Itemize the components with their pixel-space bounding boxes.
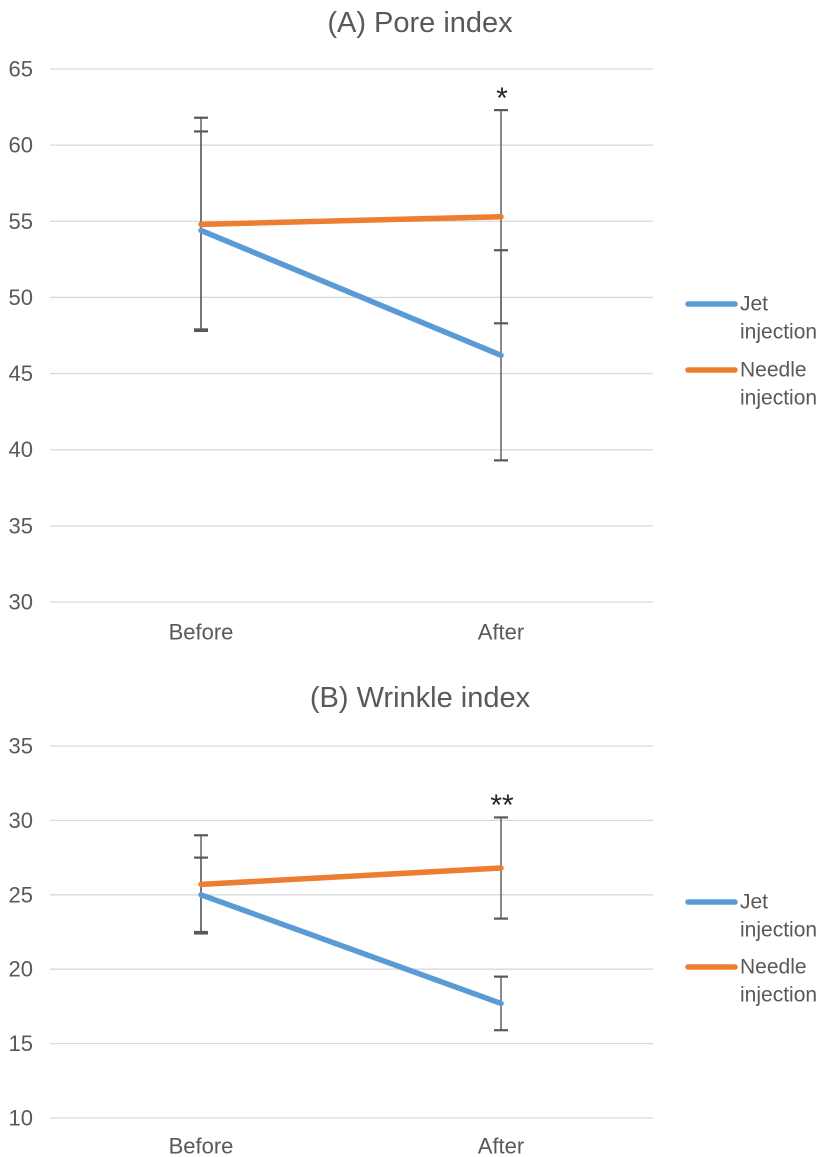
y-axis-tick-label: 30 xyxy=(9,590,33,615)
y-axis-tick-label: 35 xyxy=(9,513,33,538)
significance-annotation: * xyxy=(496,82,508,115)
series-line-jet-injection xyxy=(198,892,504,1007)
y-axis-tick-label: 15 xyxy=(9,1031,33,1056)
y-axis-tick-label: 65 xyxy=(9,57,33,82)
legend-item-needle-injection: Needle injection xyxy=(685,359,817,410)
y-axis-tick-label: 35 xyxy=(9,734,33,759)
y-axis-tick-label: 20 xyxy=(9,957,33,982)
chart-title: (A) Pore index xyxy=(327,7,513,39)
y-axis-tick-label: 55 xyxy=(9,209,33,234)
series-line-jet-injection xyxy=(198,227,504,359)
legend-label-line2: injection xyxy=(740,387,817,410)
figure-panel-b: 35 30 25 20 15 10 ** (B) Wrinkle index Before Aft… xyxy=(0,660,821,1157)
legend-label-line1: Jet xyxy=(740,891,768,914)
y-axis-tick-label: 25 xyxy=(9,882,33,907)
legend-item-needle-injection: Needle injection xyxy=(685,956,817,1007)
y-axis-tick-label: 60 xyxy=(9,133,33,158)
legend-item-jet-injection: Jet injection xyxy=(685,293,817,344)
x-axis-category-label: Before xyxy=(169,620,234,645)
x-axis-category-label: Before xyxy=(169,1134,234,1157)
legend-label-line2: injection xyxy=(740,919,817,942)
figure-panel-a: 65 60 55 50 45 40 35 30 * (A) Pore index Before Aft… xyxy=(9,7,818,645)
legend-label-line2: injection xyxy=(740,321,817,344)
y-axis-tick-label: 45 xyxy=(9,361,33,386)
series-line-needle-injection xyxy=(198,213,504,228)
chart-a-pore-index: 65 60 55 50 45 40 35 30 * (A) Pore index Before Aft… xyxy=(9,7,818,645)
y-axis-tick-label: 30 xyxy=(9,808,33,833)
legend-label-line1: Needle xyxy=(740,359,807,382)
significance-annotation: ** xyxy=(490,789,514,822)
series-line-needle-injection xyxy=(198,865,504,888)
legend-label-line1: Needle xyxy=(740,956,807,979)
chart-title: (B) Wrinkle index xyxy=(310,682,531,714)
y-axis-tick-label: 40 xyxy=(9,437,33,462)
chart-b-wrinkle-index: 35 30 25 20 15 10 ** (B) Wrinkle index Before Aft… xyxy=(9,682,818,1157)
y-axis-tick-label: 50 xyxy=(9,285,33,310)
y-axis-tick-label: 10 xyxy=(9,1106,33,1131)
x-axis-category-label: After xyxy=(478,1134,524,1157)
legend-item-jet-injection: Jet injection xyxy=(685,891,817,942)
x-axis-category-label: After xyxy=(478,620,524,645)
legend-label-line2: injection xyxy=(740,984,817,1007)
legend-label-line1: Jet xyxy=(740,293,768,316)
